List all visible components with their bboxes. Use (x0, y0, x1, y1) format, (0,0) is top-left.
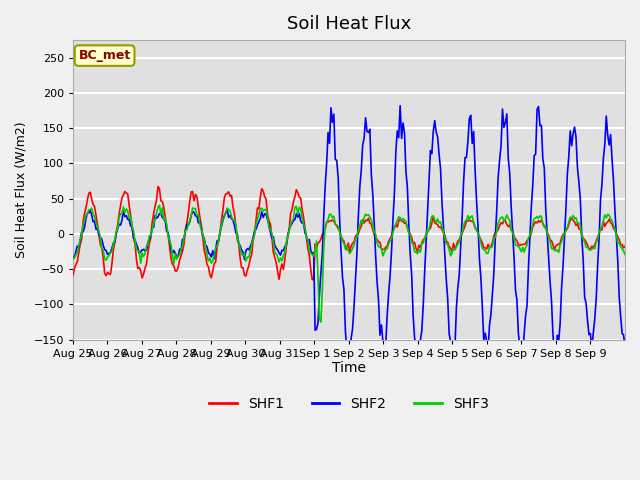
Legend: SHF1, SHF2, SHF3: SHF1, SHF2, SHF3 (204, 392, 495, 417)
SHF2 (88, 212, 95, 218)
SHF2 (621, 346, 629, 351)
SHF2 (355, 213, 362, 219)
SHF3 (156, 203, 163, 208)
SHF3 (620, 248, 627, 254)
Text: BC_met: BC_met (79, 49, 131, 62)
Line: SHF1: SHF1 (73, 187, 625, 280)
Title: Soil Heat Flux: Soil Heat Flux (287, 15, 411, 33)
Y-axis label: Soil Heat Flux (W/m2): Soil Heat Flux (W/m2) (15, 121, 28, 258)
SHF3 (621, 252, 629, 257)
SHF1 (621, 243, 629, 249)
SHF2 (396, 103, 404, 108)
SHF2 (465, 116, 473, 121)
SHF2 (620, 332, 627, 338)
SHF2 (346, 365, 353, 371)
SHF1 (105, 271, 113, 277)
SHF3 (69, 256, 77, 262)
SHF1 (465, 217, 473, 223)
SHF2 (69, 253, 77, 259)
SHF1 (620, 245, 627, 251)
SHF3 (317, 319, 324, 325)
SHF1 (308, 277, 316, 283)
SHF1 (88, 196, 95, 202)
SHF1 (154, 184, 162, 190)
SHF3 (88, 205, 95, 211)
SHF3 (548, 246, 556, 252)
SHF1 (356, 226, 364, 232)
Line: SHF3: SHF3 (73, 205, 625, 322)
X-axis label: Time: Time (332, 361, 366, 375)
SHF2 (548, 298, 556, 304)
SHF3 (105, 252, 113, 258)
SHF1 (548, 238, 556, 243)
SHF1 (69, 273, 77, 278)
SHF2 (105, 250, 113, 256)
SHF3 (356, 223, 364, 228)
Line: SHF2: SHF2 (73, 106, 625, 368)
SHF3 (465, 216, 473, 222)
